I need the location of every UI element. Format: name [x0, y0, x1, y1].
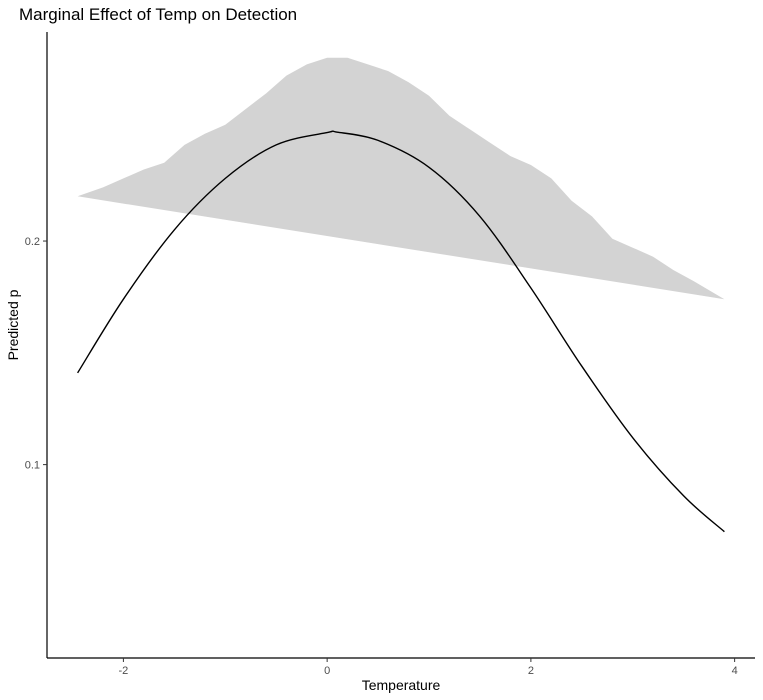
x-tick-label: -2 [119, 665, 129, 677]
fit-line [77, 130, 725, 533]
plot-area [77, 57, 725, 533]
x-tick-label: 2 [528, 665, 534, 677]
x-axis-ticks: -2 0 2 4 [119, 658, 738, 677]
chart-title: Marginal Effect of Temp on Detection [19, 5, 297, 24]
y-tick-label: 0.1 [25, 460, 40, 472]
confidence-ribbon [77, 57, 725, 300]
x-axis-title: Temperature [362, 677, 441, 693]
x-tick-label: 0 [324, 665, 330, 677]
y-tick-label: 0.2 [25, 236, 40, 248]
y-axis-title: Predicted p [5, 289, 21, 360]
y-axis-ticks: 0.1 0.2 [25, 236, 47, 472]
x-tick-label: 4 [732, 665, 738, 677]
